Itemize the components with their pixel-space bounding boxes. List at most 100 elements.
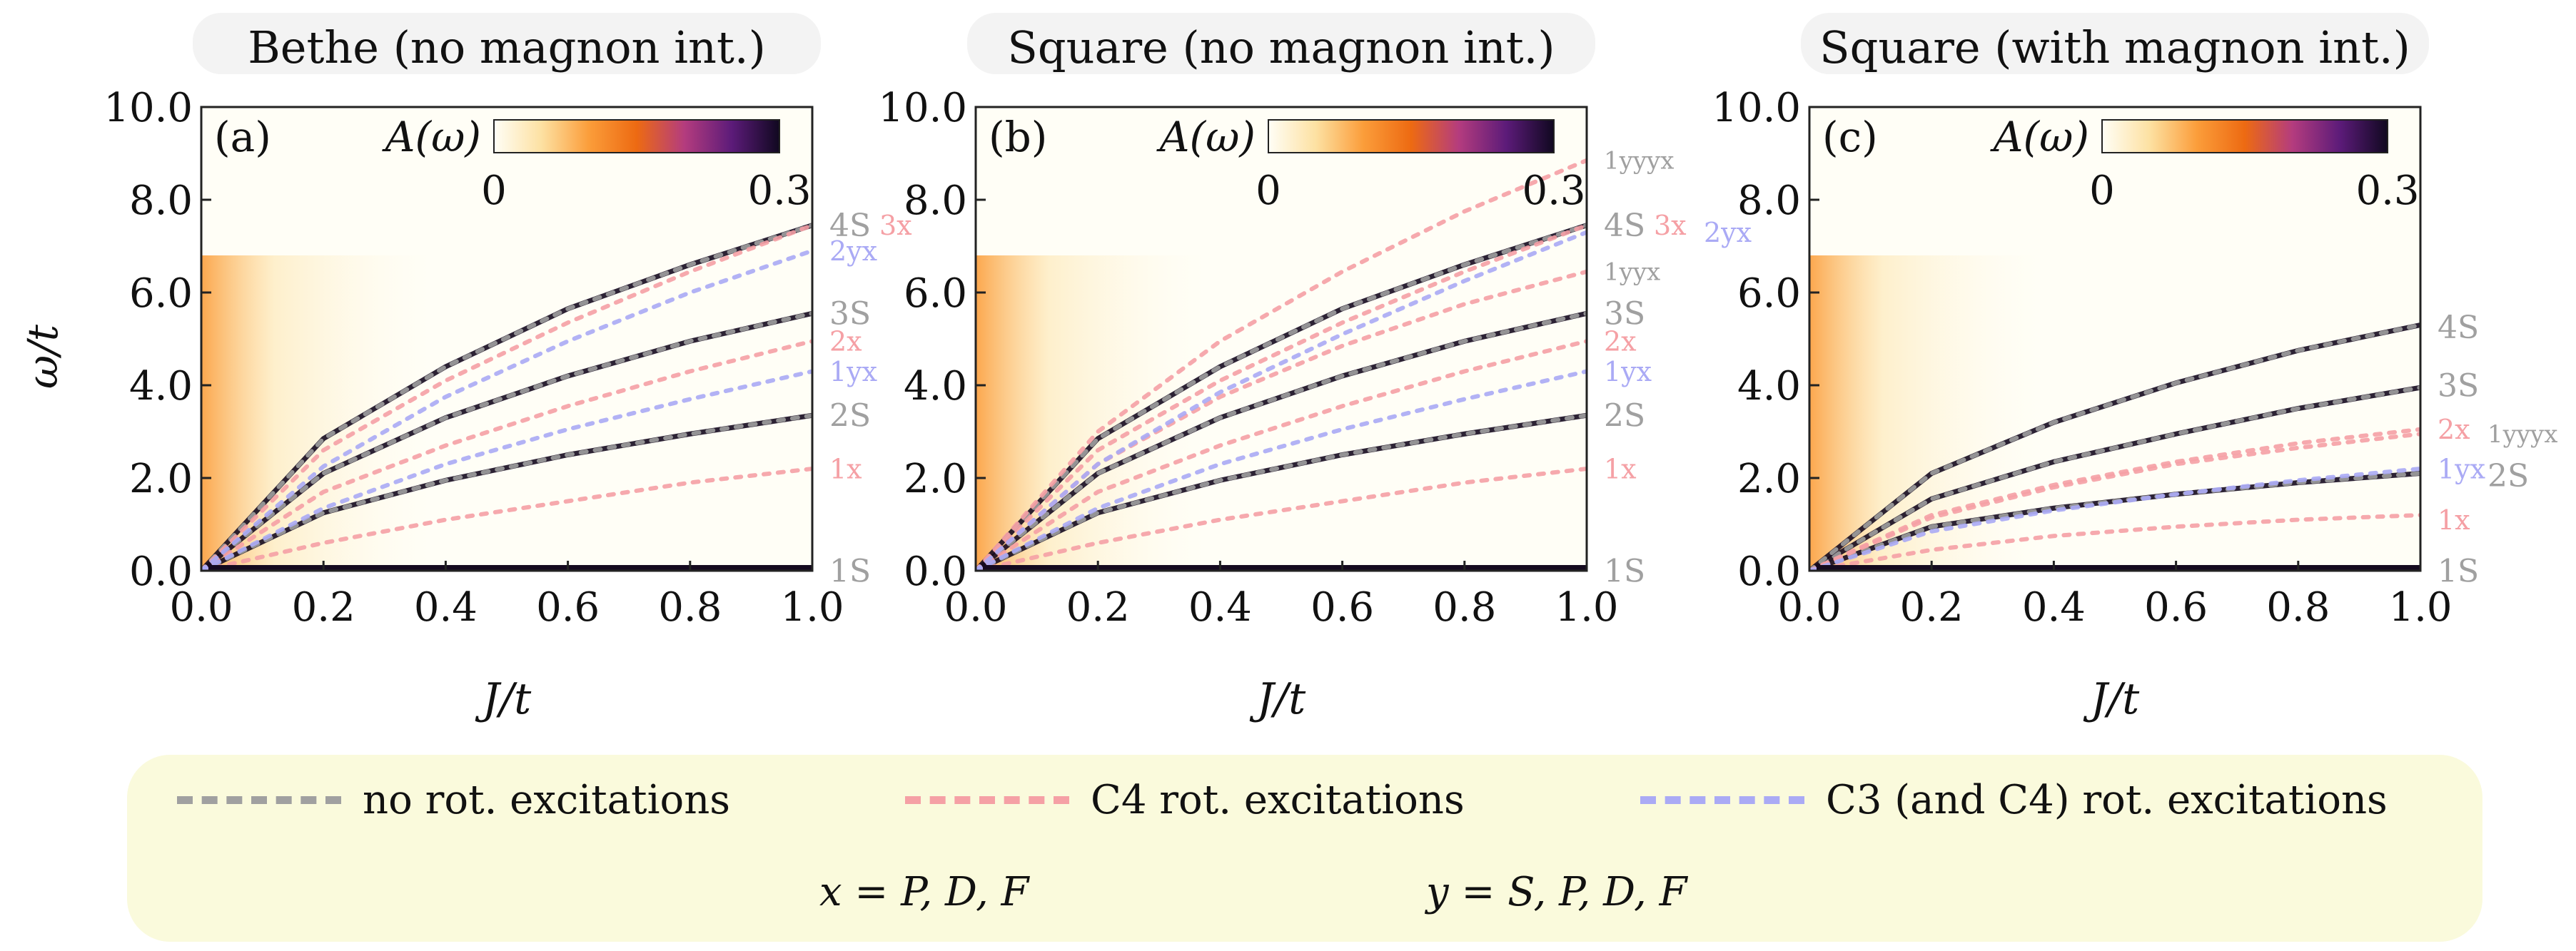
y-tick-label: 10.0 [1712, 85, 1801, 131]
dashed-line-no-rot [201, 311, 812, 571]
state-label: 1S [829, 553, 871, 589]
y-tick-label: 10.0 [103, 85, 193, 131]
dashed-line-c3-rot [976, 369, 1587, 571]
x-tick-label: 1.0 [1555, 584, 1618, 631]
continuum-glow [1809, 255, 2420, 571]
dashed-line-c4-rot [201, 467, 812, 571]
dashed-line-c3-rot [201, 369, 812, 571]
colorbar [493, 119, 780, 153]
plot-frame [1808, 106, 2422, 572]
state-label: 3S [1604, 296, 1645, 332]
y-tick-label: 2.0 [904, 456, 967, 502]
dashed-line-c4-rot [1809, 513, 2420, 571]
panel-title-background [1801, 13, 2429, 74]
legend-item-c3-rot: C3 (and C4) rot. excitations [1640, 775, 2388, 825]
dashed-line-c4-rot [976, 467, 1587, 571]
state-label: 1yx [829, 356, 877, 387]
state-label: 2yx [829, 235, 877, 267]
dashed-line-c3-rot [201, 248, 812, 571]
x-tick-label: 0.6 [536, 584, 600, 631]
state-label: 2yx [1704, 217, 1752, 248]
panel-title: Square (no magnon int.) [1007, 21, 1555, 73]
x-tick-label: 0.2 [1066, 584, 1130, 631]
panel-1: Bethe (no magnon int.) 0.0 0.2 0.4 0.6 0.8 1.0… [103, 13, 912, 724]
y-tick-label: 8.0 [904, 178, 967, 224]
y-tick-label: 0.0 [129, 549, 193, 595]
y-tick-label: 10.0 [878, 85, 967, 131]
x-tick-label: 0.8 [1433, 584, 1496, 631]
colorbar-max-label: 0.3 [2355, 168, 2419, 214]
state-label: 3S [829, 296, 871, 332]
x-tick-label: 0.8 [2266, 584, 2330, 631]
x-tick-label: 1.0 [780, 584, 844, 631]
state-label: 3S [2438, 367, 2479, 404]
plot-content [201, 223, 812, 571]
colorbar-max-label: 0.3 [747, 168, 811, 214]
y-tick-label: 6.0 [1737, 270, 1801, 317]
state-label: 2S [1604, 398, 1645, 434]
x-tick-label: 0.0 [169, 584, 233, 631]
state-label: 1yyyx [2487, 420, 2557, 449]
plot-frame [974, 106, 1588, 572]
panel-title-background [967, 13, 1595, 74]
colorbar-max-label: 0.3 [1522, 168, 1585, 214]
dashed-line-c4-rot [201, 223, 812, 571]
dashed-line-no-rot [1809, 322, 2420, 571]
legend-label-c4-rot: C4 rot. excitations [1091, 776, 1465, 823]
dashed-line-c3-rot [976, 230, 1587, 571]
x-tick-label: 0.2 [1900, 584, 1964, 631]
colorbar-label: A(ω) [1156, 113, 1256, 161]
x-tick-label: 1.0 [2388, 584, 2452, 631]
legend-label-c3-rot: C3 (and C4) rot. excitations [1826, 776, 2388, 823]
plot-frame [200, 106, 814, 572]
legend-box: no rot. excitations C4 rot. excitations … [127, 755, 2482, 942]
state-label: 2x [829, 326, 862, 357]
state-label: 1x [1604, 453, 1637, 484]
x-axis-label: J/t [2083, 674, 2140, 724]
x-axis-label: J/t [475, 674, 532, 724]
panel-title-background [193, 13, 821, 74]
colorbar-min-label: 0 [2089, 168, 2115, 214]
x-tick-label: 0.2 [292, 584, 355, 631]
y-tick-label: 6.0 [904, 270, 967, 317]
dashed-line-c4-rot [1809, 427, 2420, 571]
colorbar-label: A(ω) [1990, 113, 2089, 161]
state-label: 1yx [1604, 356, 1652, 387]
panel-2: Square (no magnon int.) 0.0 0.2 0.4 0.6 0.8 1.… [878, 13, 1752, 724]
dashed-line-no-rot [201, 413, 812, 571]
panel-title: Bethe (no magnon int.) [248, 21, 766, 73]
state-label: 1S [1604, 553, 1645, 589]
legend-swatch-no-rot [177, 795, 341, 804]
x-tick-label: 0.8 [658, 584, 722, 631]
panels: Bethe (no magnon int.) 0.0 0.2 0.4 0.6 0.8 1.0… [103, 13, 2557, 724]
y-tick-label: 2.0 [1737, 456, 1801, 502]
y-tick-label: 2.0 [129, 456, 193, 502]
y-tick-label: 6.0 [129, 270, 193, 317]
state-label: 1S [2438, 553, 2479, 589]
state-label: 2x [1604, 326, 1637, 357]
colorbar-min-label: 0 [1256, 168, 1281, 214]
state-label: 2x [2438, 414, 2470, 445]
x-tick-label: 0.6 [1310, 584, 1374, 631]
panel-title: Square (with magnon int.) [1819, 21, 2410, 73]
dashed-line-c4-rot [1809, 432, 2420, 571]
x-tick-label: 0.0 [944, 584, 1007, 631]
legend-swatch-c3-rot [1640, 795, 1804, 804]
dashed-line-c4-rot [976, 339, 1587, 571]
colorbar [1268, 119, 1555, 153]
colorbar [2101, 119, 2388, 153]
y-tick-label: 4.0 [904, 363, 967, 410]
y-tick-label: 0.0 [904, 549, 967, 595]
y-tick-label: 4.0 [1737, 363, 1801, 410]
state-label: 1x [829, 453, 862, 484]
y-tick-label: 8.0 [1737, 178, 1801, 224]
state-label: 2S [829, 398, 871, 434]
state-label: 3x [1654, 210, 1687, 241]
y-axis-label: ω/t [19, 324, 67, 389]
legend-item-c4-rot: C4 rot. excitations [905, 775, 1465, 825]
dashed-line-no-rot [201, 223, 812, 571]
dashed-line-c3-rot [1809, 467, 2420, 571]
dashed-line-no-rot [976, 413, 1587, 571]
legend-y-definition: y = S, P, D, F [1426, 869, 1687, 915]
